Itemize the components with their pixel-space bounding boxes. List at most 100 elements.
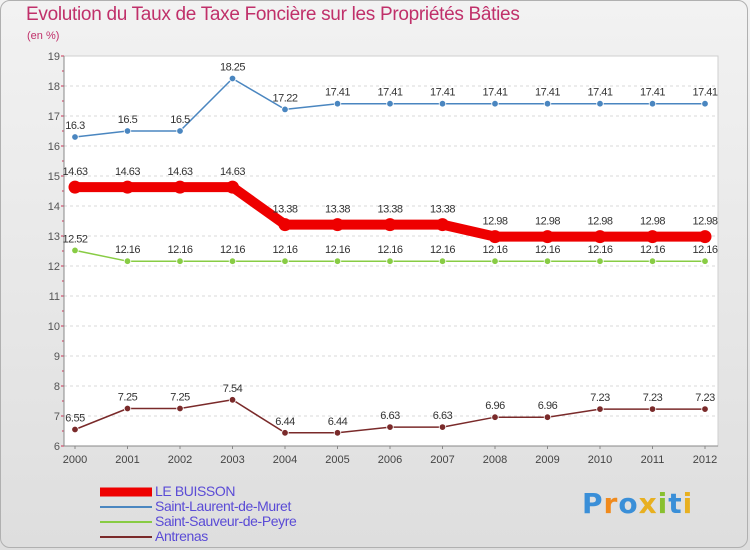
y-tick-label: 10 (48, 321, 60, 333)
legend-label: LE BUISSON (155, 483, 236, 499)
legend-label: Saint-Sauveur-de-Peyre (155, 513, 297, 529)
y-tick-label: 18 (48, 81, 60, 93)
data-point-le-buisson (646, 230, 659, 244)
data-label-saint-laurent-de-muret: 16.5 (118, 114, 138, 126)
data-point-saint-laurent-de-muret (438, 99, 447, 108)
data-label-antrenas: 6.63 (380, 410, 400, 422)
x-tick-label: 2006 (378, 454, 402, 466)
data-point-le-buisson (541, 230, 554, 244)
data-point-saint-sauveur-de-peyre (176, 257, 184, 265)
data-label-saint-laurent-de-muret: 16.3 (65, 120, 85, 132)
data-point-antrenas (596, 405, 604, 413)
data-label-saint-sauveur-de-peyre: 12.16 (535, 244, 560, 256)
data-label-le-buisson: 13.38 (430, 204, 455, 216)
data-point-saint-laurent-de-muret (123, 127, 132, 135)
data-point-le-buisson (68, 180, 82, 194)
data-label-saint-sauveur-de-peyre: 12.16 (167, 244, 192, 256)
y-tick-label: 9 (54, 351, 60, 363)
data-point-le-buisson (278, 218, 292, 232)
data-point-antrenas (123, 404, 132, 413)
logo-letter: P (582, 487, 604, 520)
data-label-antrenas: 6.55 (65, 413, 85, 425)
data-point-antrenas (281, 429, 289, 437)
data-label-le-buisson: 14.63 (167, 166, 192, 178)
y-tick-label: 7 (54, 411, 60, 423)
data-label-saint-sauveur-de-peyre: 12.16 (692, 244, 717, 256)
legend-swatch (100, 535, 152, 538)
proxiti-logo: Proxiti (582, 487, 693, 520)
logo-letter: i (657, 487, 669, 520)
data-point-antrenas (386, 423, 394, 431)
data-label-le-buisson: 12.98 (482, 216, 507, 228)
x-tick-label: 2002 (168, 454, 192, 466)
legend-label: Antrenas (155, 528, 208, 544)
y-tick-label: 13 (48, 231, 60, 243)
y-axis-unit-label: (en %) (27, 30, 60, 42)
x-tick-label: 2007 (430, 454, 454, 466)
data-point-saint-sauveur-de-peyre (71, 246, 79, 255)
data-point-le-buisson (436, 218, 449, 232)
data-point-antrenas (71, 425, 79, 434)
data-label-le-buisson: 13.38 (272, 204, 297, 216)
x-tick-label: 2010 (588, 454, 612, 466)
data-point-antrenas (701, 405, 709, 413)
data-point-le-buisson (593, 230, 607, 244)
x-tick-label: 2004 (273, 454, 297, 466)
data-label-saint-laurent-de-muret: 17.41 (430, 87, 455, 99)
y-tick-label: 14 (48, 201, 60, 213)
data-point-saint-laurent-de-muret (701, 99, 709, 108)
data-label-le-buisson: 13.38 (377, 204, 402, 216)
data-label-saint-sauveur-de-peyre: 12.16 (220, 244, 245, 256)
data-point-le-buisson (121, 180, 134, 194)
y-tick-label: 12 (48, 261, 60, 273)
data-label-le-buisson: 12.98 (692, 216, 717, 228)
x-tick-label: 2012 (693, 454, 717, 466)
legend-label: Saint-Laurent-de-Muret (155, 498, 291, 514)
logo-letter: r (603, 487, 619, 520)
data-point-saint-laurent-de-muret (491, 99, 499, 108)
data-point-le-buisson (383, 218, 397, 232)
data-label-antrenas: 7.54 (223, 383, 243, 395)
data-label-saint-sauveur-de-peyre: 12.16 (430, 244, 455, 256)
data-label-antrenas: 7.23 (643, 392, 663, 404)
y-tick-label: 17 (48, 111, 60, 123)
data-label-le-buisson: 12.98 (535, 216, 560, 228)
y-tick-label: 19 (48, 51, 60, 63)
data-label-saint-laurent-de-muret: 17.41 (640, 87, 665, 99)
logo-letter: x (638, 487, 658, 520)
data-point-antrenas (333, 429, 342, 437)
data-label-saint-sauveur-de-peyre: 12.16 (377, 244, 402, 256)
plot-area (63, 55, 719, 447)
data-point-le-buisson (488, 230, 502, 244)
data-point-saint-sauveur-de-peyre (228, 257, 237, 265)
data-label-le-buisson: 14.63 (220, 166, 245, 178)
data-point-le-buisson (226, 180, 239, 194)
data-point-antrenas (543, 413, 552, 421)
data-label-le-buisson: 14.63 (62, 166, 87, 178)
y-tick-label: 11 (49, 291, 60, 303)
data-label-antrenas: 6.96 (485, 400, 505, 412)
x-tick-label: 2001 (115, 454, 139, 466)
data-point-saint-sauveur-de-peyre (701, 257, 709, 265)
data-point-le-buisson (173, 180, 187, 194)
data-label-le-buisson: 14.63 (115, 166, 140, 178)
data-point-antrenas (228, 396, 237, 404)
data-label-saint-laurent-de-muret: 17.41 (692, 87, 717, 99)
x-tick-label: 2005 (325, 454, 349, 466)
data-label-saint-sauveur-de-peyre: 12.16 (640, 244, 665, 256)
logo-letter: t (668, 487, 683, 520)
data-point-saint-laurent-de-muret (71, 133, 79, 141)
data-point-saint-laurent-de-muret (176, 127, 184, 135)
legend-swatch (100, 487, 152, 496)
data-label-antrenas: 7.25 (118, 392, 138, 404)
data-label-saint-sauveur-de-peyre: 12.16 (115, 244, 140, 256)
data-label-saint-sauveur-de-peyre: 12.52 (62, 233, 87, 245)
logo-letter: o (618, 487, 639, 520)
legend-swatch (100, 520, 152, 523)
x-tick-label: 2008 (483, 454, 507, 466)
data-label-le-buisson: 12.98 (640, 216, 665, 228)
data-label-saint-laurent-de-muret: 18.25 (220, 62, 245, 74)
data-label-saint-laurent-de-muret: 17.41 (482, 87, 507, 99)
